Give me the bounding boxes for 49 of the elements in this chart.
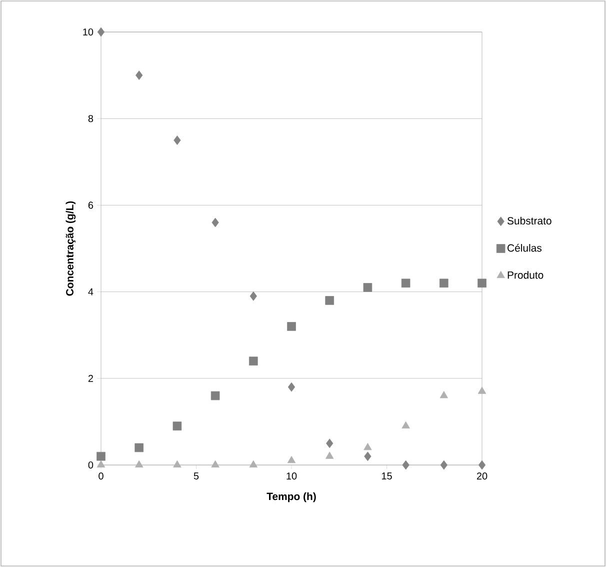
x-tick-label: 10 (286, 472, 297, 480)
point (478, 278, 486, 288)
point (326, 438, 334, 448)
y-tick-label: 8 (88, 115, 94, 122)
point (96, 460, 106, 468)
point (287, 456, 296, 464)
point (364, 442, 372, 450)
point (325, 296, 334, 305)
point (401, 278, 410, 288)
point (135, 460, 144, 468)
point (250, 291, 257, 301)
point (172, 422, 182, 430)
point (249, 460, 258, 468)
point (288, 382, 296, 392)
point (212, 218, 219, 228)
x-tick-label: 20 (476, 472, 488, 480)
point (363, 283, 372, 292)
point (249, 356, 258, 366)
point (478, 460, 486, 470)
point (134, 443, 144, 452)
x-axis-title: Tempo (h) (266, 492, 316, 502)
point (326, 452, 334, 459)
y-tick-label: 6 (88, 202, 94, 209)
point (440, 391, 448, 398)
point (136, 70, 143, 80)
y-axis-title: Concentração (g/L) (66, 201, 76, 296)
point (210, 391, 220, 400)
point (97, 27, 105, 37)
legend-label: Células (508, 244, 542, 252)
point (211, 460, 220, 468)
legend-label: Substrato (507, 216, 552, 225)
point (440, 460, 448, 470)
point (287, 322, 296, 331)
x-tick-label: 15 (382, 472, 392, 480)
legend-label: Produto (508, 271, 544, 279)
y-tick-label: 2 (88, 374, 93, 382)
point (478, 386, 486, 394)
y-tick-label: 0 (88, 461, 94, 469)
point (440, 278, 448, 288)
point (96, 452, 106, 461)
point (174, 136, 181, 145)
y-tick-label: 10 (83, 28, 94, 36)
point (364, 452, 372, 462)
point (402, 460, 410, 470)
x-tick-label: 5 (194, 472, 199, 480)
x-tick-label: 0 (98, 472, 104, 480)
y-tick-label: 4 (88, 288, 94, 296)
point (402, 421, 410, 428)
point (173, 460, 182, 468)
